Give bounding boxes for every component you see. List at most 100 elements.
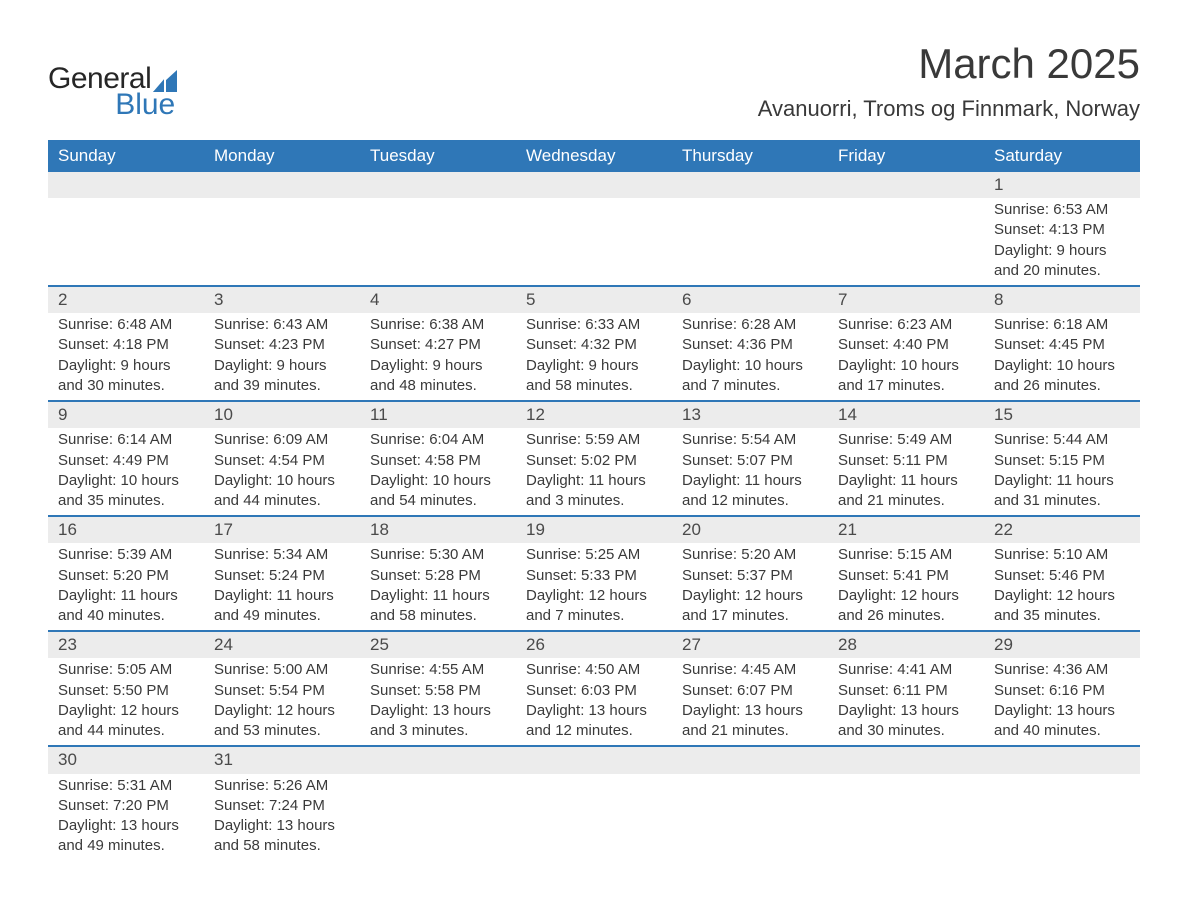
calendar-week-row: 16Sunrise: 5:39 AMSunset: 5:20 PMDayligh… [48,516,1140,631]
calendar-cell [828,172,984,286]
calendar-body: 1Sunrise: 6:53 AMSunset: 4:13 PMDaylight… [48,172,1140,861]
sunrise-text: Sunrise: 6:33 AM [526,315,662,335]
day-details: Sunrise: 5:00 AMSunset: 5:54 PMDaylight:… [204,658,360,745]
daylight-text: Daylight: 12 hours and 44 minutes. [58,701,194,742]
calendar-cell: 12Sunrise: 5:59 AMSunset: 5:02 PMDayligh… [516,401,672,516]
day-number: 5 [516,287,672,313]
calendar-cell: 21Sunrise: 5:15 AMSunset: 5:41 PMDayligh… [828,516,984,631]
day-number: 12 [516,402,672,428]
sunset-text: Sunset: 5:07 PM [682,451,818,471]
day-number [828,747,984,773]
day-number: 31 [204,747,360,773]
calendar-cell: 20Sunrise: 5:20 AMSunset: 5:37 PMDayligh… [672,516,828,631]
daylight-text: Daylight: 9 hours and 48 minutes. [370,356,506,397]
sunrise-text: Sunrise: 6:38 AM [370,315,506,335]
sunrise-text: Sunrise: 5:20 AM [682,545,818,565]
header-right: March 2025 Avanuorri, Troms og Finnmark,… [758,40,1140,122]
daylight-text: Daylight: 11 hours and 40 minutes. [58,586,194,627]
calendar-cell [672,746,828,860]
day-number: 19 [516,517,672,543]
sunset-text: Sunset: 5:15 PM [994,451,1130,471]
calendar-cell: 24Sunrise: 5:00 AMSunset: 5:54 PMDayligh… [204,631,360,746]
day-details [984,774,1140,780]
sunrise-text: Sunrise: 4:50 AM [526,660,662,680]
day-number: 14 [828,402,984,428]
daylight-text: Daylight: 11 hours and 3 minutes. [526,471,662,512]
day-details: Sunrise: 5:10 AMSunset: 5:46 PMDaylight:… [984,543,1140,630]
weekday-header: Friday [828,140,984,172]
calendar-table: SundayMondayTuesdayWednesdayThursdayFrid… [48,140,1140,861]
sunset-text: Sunset: 6:11 PM [838,681,974,701]
day-number [516,747,672,773]
daylight-text: Daylight: 12 hours and 7 minutes. [526,586,662,627]
day-number: 18 [360,517,516,543]
daylight-text: Daylight: 10 hours and 35 minutes. [58,471,194,512]
sunset-text: Sunset: 4:18 PM [58,335,194,355]
weekday-header: Monday [204,140,360,172]
weekday-header-row: SundayMondayTuesdayWednesdayThursdayFrid… [48,140,1140,172]
day-details: Sunrise: 6:43 AMSunset: 4:23 PMDaylight:… [204,313,360,400]
calendar-cell: 25Sunrise: 4:55 AMSunset: 5:58 PMDayligh… [360,631,516,746]
daylight-text: Daylight: 12 hours and 17 minutes. [682,586,818,627]
day-number: 28 [828,632,984,658]
day-number [360,172,516,198]
calendar-week-row: 2Sunrise: 6:48 AMSunset: 4:18 PMDaylight… [48,286,1140,401]
sunset-text: Sunset: 5:20 PM [58,566,194,586]
day-number: 29 [984,632,1140,658]
calendar-cell: 16Sunrise: 5:39 AMSunset: 5:20 PMDayligh… [48,516,204,631]
day-details: Sunrise: 5:26 AMSunset: 7:24 PMDaylight:… [204,774,360,861]
day-number: 27 [672,632,828,658]
day-details: Sunrise: 5:39 AMSunset: 5:20 PMDaylight:… [48,543,204,630]
calendar-cell [360,746,516,860]
day-number: 13 [672,402,828,428]
day-number: 30 [48,747,204,773]
sunrise-text: Sunrise: 6:09 AM [214,430,350,450]
day-details [516,774,672,780]
brand-text-blue: Blue [115,88,177,122]
daylight-text: Daylight: 12 hours and 53 minutes. [214,701,350,742]
day-details: Sunrise: 4:45 AMSunset: 6:07 PMDaylight:… [672,658,828,745]
sunrise-text: Sunrise: 5:25 AM [526,545,662,565]
day-details: Sunrise: 5:31 AMSunset: 7:20 PMDaylight:… [48,774,204,861]
calendar-cell: 11Sunrise: 6:04 AMSunset: 4:58 PMDayligh… [360,401,516,516]
sunset-text: Sunset: 5:24 PM [214,566,350,586]
month-title: March 2025 [758,40,1140,88]
sunset-text: Sunset: 4:58 PM [370,451,506,471]
sunrise-text: Sunrise: 6:14 AM [58,430,194,450]
calendar-cell: 1Sunrise: 6:53 AMSunset: 4:13 PMDaylight… [984,172,1140,286]
sunrise-text: Sunrise: 6:43 AM [214,315,350,335]
calendar-cell: 3Sunrise: 6:43 AMSunset: 4:23 PMDaylight… [204,286,360,401]
day-details [48,198,204,204]
sunrise-text: Sunrise: 4:55 AM [370,660,506,680]
day-details: Sunrise: 5:59 AMSunset: 5:02 PMDaylight:… [516,428,672,515]
sunset-text: Sunset: 5:54 PM [214,681,350,701]
day-details [360,198,516,204]
daylight-text: Daylight: 11 hours and 12 minutes. [682,471,818,512]
calendar-cell [48,172,204,286]
calendar-cell [204,172,360,286]
daylight-text: Daylight: 13 hours and 49 minutes. [58,816,194,857]
day-number: 1 [984,172,1140,198]
calendar-thead: SundayMondayTuesdayWednesdayThursdayFrid… [48,140,1140,172]
day-number: 16 [48,517,204,543]
day-details: Sunrise: 6:23 AMSunset: 4:40 PMDaylight:… [828,313,984,400]
calendar-cell: 13Sunrise: 5:54 AMSunset: 5:07 PMDayligh… [672,401,828,516]
daylight-text: Daylight: 10 hours and 7 minutes. [682,356,818,397]
daylight-text: Daylight: 13 hours and 30 minutes. [838,701,974,742]
daylight-text: Daylight: 13 hours and 3 minutes. [370,701,506,742]
day-details [672,198,828,204]
sunrise-text: Sunrise: 5:54 AM [682,430,818,450]
sunrise-text: Sunrise: 5:15 AM [838,545,974,565]
sunrise-text: Sunrise: 5:49 AM [838,430,974,450]
daylight-text: Daylight: 11 hours and 21 minutes. [838,471,974,512]
calendar-cell: 22Sunrise: 5:10 AMSunset: 5:46 PMDayligh… [984,516,1140,631]
calendar-cell [672,172,828,286]
calendar-cell: 4Sunrise: 6:38 AMSunset: 4:27 PMDaylight… [360,286,516,401]
day-details: Sunrise: 5:34 AMSunset: 5:24 PMDaylight:… [204,543,360,630]
day-details: Sunrise: 6:53 AMSunset: 4:13 PMDaylight:… [984,198,1140,285]
day-details [828,774,984,780]
day-number: 6 [672,287,828,313]
daylight-text: Daylight: 13 hours and 58 minutes. [214,816,350,857]
sunset-text: Sunset: 5:58 PM [370,681,506,701]
daylight-text: Daylight: 10 hours and 17 minutes. [838,356,974,397]
